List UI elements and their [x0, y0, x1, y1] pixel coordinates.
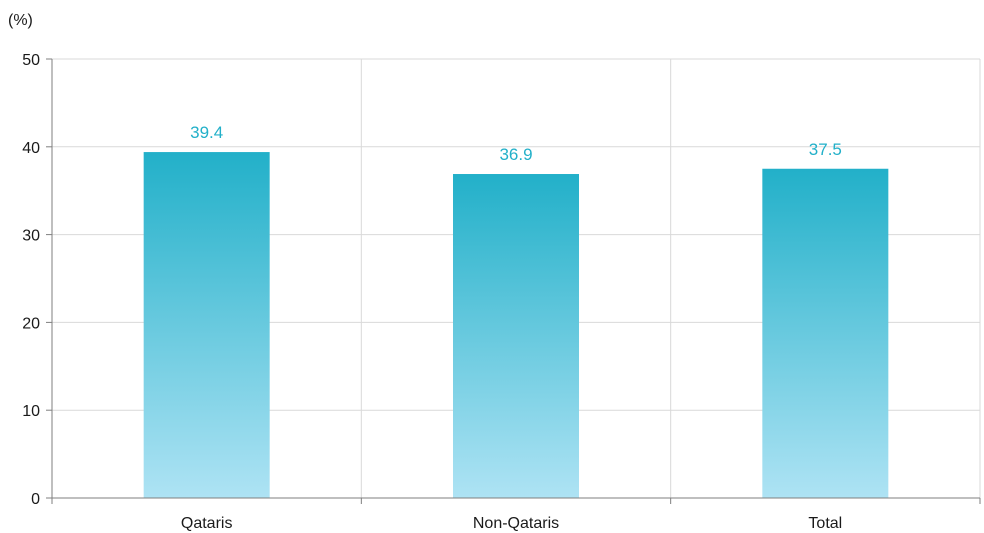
x-tick-label: Non-Qataris — [473, 515, 559, 532]
y-tick-label: 0 — [31, 491, 40, 508]
data-label: 39.4 — [190, 123, 223, 142]
y-tick-label: 20 — [22, 315, 40, 332]
bars — [143, 152, 889, 498]
bar-total — [762, 168, 889, 498]
axes — [46, 58, 981, 504]
y-tick-label: 40 — [22, 140, 40, 157]
data-label: 36.9 — [499, 145, 532, 164]
y-tick-label: 10 — [22, 403, 40, 420]
labels: 39.4 Qataris 36.9 Non-Qataris 37.5 Total 0 10 20… — [22, 52, 842, 532]
y-tick-label: 50 — [22, 52, 40, 69]
bar-non-qataris — [453, 174, 579, 498]
y-tick-label: 30 — [22, 228, 40, 245]
data-label: 37.5 — [809, 140, 842, 159]
x-tick-label: Qataris — [181, 515, 233, 532]
x-tick-label: Total — [808, 515, 842, 532]
y-axis-unit-label: (%) — [8, 12, 33, 29]
bar-qataris — [143, 152, 270, 498]
